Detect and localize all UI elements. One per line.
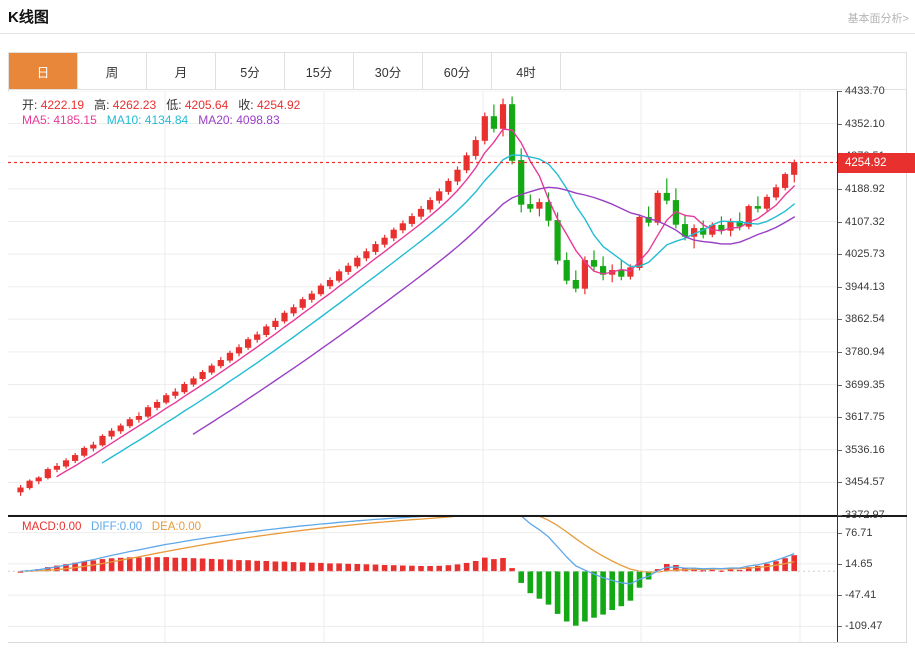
price-axis-tick: 4025.73 — [838, 248, 885, 260]
tab-5分[interactable]: 5分 — [216, 53, 285, 89]
axis-divider — [837, 91, 838, 642]
price-chart-svg — [8, 91, 837, 515]
price-axis-tick: 3862.54 — [838, 313, 885, 325]
price-axis-tick: 4352.10 — [838, 118, 885, 130]
macd-axis-tick: -109.47 — [838, 620, 882, 632]
price-axis-tick: 3454.57 — [838, 476, 885, 488]
price-axis-tick: 4188.92 — [838, 183, 885, 195]
tab-15分[interactable]: 15分 — [285, 53, 354, 89]
panel-divider — [8, 515, 907, 517]
price-chart-panel[interactable] — [8, 91, 837, 515]
price-axis-tick: 4433.70 — [838, 85, 885, 97]
macd-axis-tick: 76.71 — [838, 527, 873, 539]
tab-60分[interactable]: 60分 — [423, 53, 492, 89]
right-price-axis: 4433.704352.104270.514188.924107.324025.… — [838, 85, 915, 642]
macd-axis-tick: -47.41 — [838, 589, 876, 601]
macd-axis-tick: 14.65 — [838, 558, 873, 570]
macd-chart-svg — [8, 517, 837, 642]
period-tabbar: 日周月 5分 15分 30分 60分 4时 — [8, 52, 907, 90]
tab-周[interactable]: 周 — [78, 53, 147, 89]
tab-4时[interactable]: 4时 — [492, 53, 561, 89]
last-price-badge: 4254.92 — [838, 152, 915, 173]
tab-月[interactable]: 月 — [147, 53, 216, 89]
fundamental-analysis-link[interactable]: 基本面分析> — [847, 13, 909, 25]
macd-chart-panel[interactable] — [8, 517, 837, 642]
tab-日[interactable]: 日 — [9, 53, 78, 89]
page-title: K线图 — [8, 9, 49, 26]
price-axis-tick: 3944.13 — [838, 281, 885, 293]
price-axis-tick: 4107.32 — [838, 216, 885, 228]
page-header: K线图 基本面分析> — [0, 0, 915, 34]
price-axis-tick: 3536.16 — [838, 444, 885, 456]
tabbar-filler — [561, 53, 906, 89]
tab-30分[interactable]: 30分 — [354, 53, 423, 89]
price-axis-tick: 3617.75 — [838, 411, 885, 423]
price-axis-tick: 3780.94 — [838, 346, 885, 358]
price-axis-tick: 3372.97 — [838, 509, 885, 521]
price-axis-tick: 3699.35 — [838, 379, 885, 391]
